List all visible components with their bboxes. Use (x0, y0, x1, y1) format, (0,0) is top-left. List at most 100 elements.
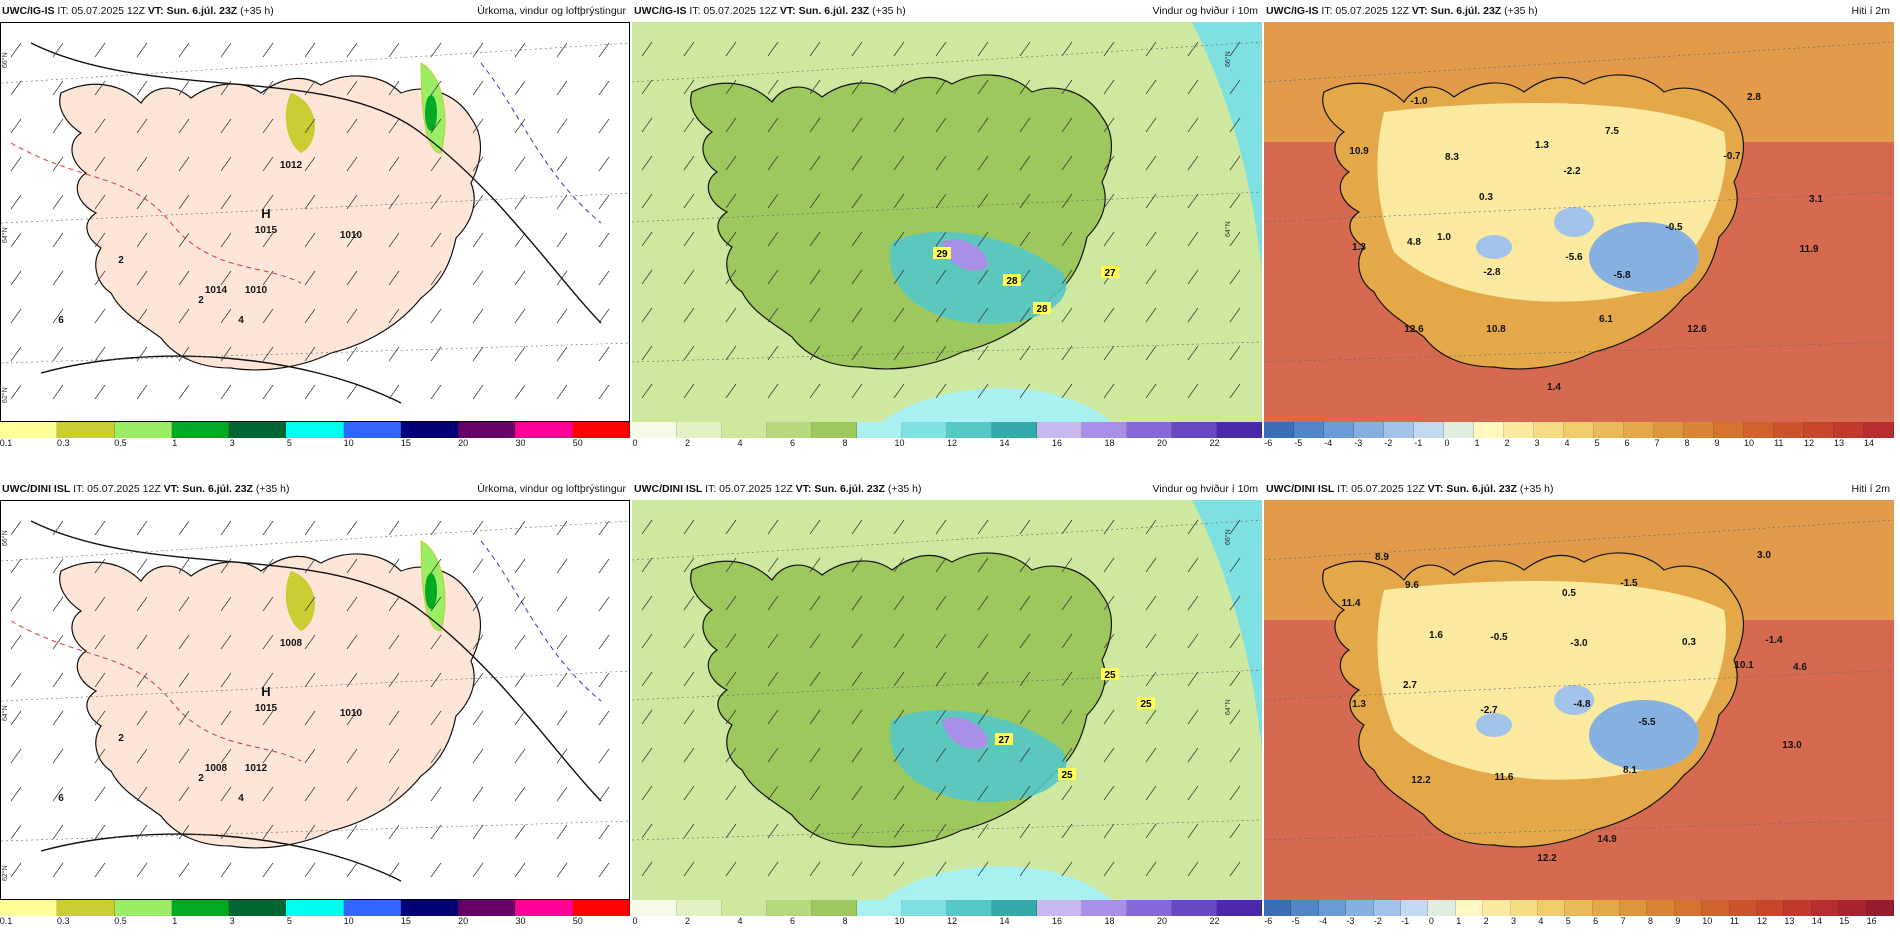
wind-arrow (472, 308, 484, 324)
wind-arrow (851, 231, 863, 247)
map-label: 1008 (205, 763, 228, 774)
wind-arrow (598, 384, 610, 400)
wind-arrow (1019, 595, 1031, 611)
wind-arrow (1019, 79, 1031, 95)
colorbar-tick-label: 30 (515, 438, 526, 448)
wind-arrow (725, 557, 737, 573)
wind-arrow (10, 80, 22, 96)
wind-arrow (1187, 557, 1199, 573)
wind-arrow (514, 308, 526, 324)
colorbar-tick-label: 15 (1839, 916, 1850, 926)
wind-arrow (598, 118, 610, 134)
valid-time-label: VT: (1411, 5, 1428, 17)
wind-arrow (52, 672, 64, 688)
wind-arrow (10, 824, 22, 840)
valid-time-label: VT: (147, 5, 164, 17)
wind-arrow (1145, 383, 1157, 399)
wind-arrow (1145, 155, 1157, 171)
wind-arrow (304, 346, 316, 362)
wind-arrow (809, 747, 821, 763)
wind-arrow (430, 308, 442, 324)
wind-arrow (556, 384, 568, 400)
wind-arrow (725, 79, 737, 95)
colorbar-swatch (767, 422, 812, 438)
wind-arrow (52, 862, 64, 878)
wind-arrow (1145, 79, 1157, 95)
lead-time: (+35 h) (1504, 5, 1538, 17)
colorbar-swatch (857, 422, 902, 438)
wind-arrow (556, 194, 568, 210)
wind-arrow (472, 156, 484, 172)
wind-arrow (556, 748, 568, 764)
wind-arrow (767, 383, 779, 399)
map-panel-ig-temp: UWC/IG-IS IT: 05.07.2025 12Z VT: Sun. 6.… (1264, 0, 1894, 455)
panel-header: UWC/DINI ISL IT: 05.07.2025 12Z VT: Sun.… (632, 478, 1262, 500)
wind-arrow (304, 558, 316, 574)
wind-arrow (1103, 557, 1115, 573)
wind-arrow (641, 383, 653, 399)
wind-arrow (472, 270, 484, 286)
wind-arrow (514, 80, 526, 96)
wind-arrow (10, 118, 22, 134)
graticule-line (632, 669, 1262, 701)
wind-arrow (1061, 345, 1073, 361)
map-label: 14.9 (1597, 834, 1617, 845)
map-label: 3.0 (1757, 550, 1771, 561)
wind-arrow (346, 118, 358, 134)
wind-arrow (598, 42, 610, 58)
map-panel-ig-wind: UWC/IG-IS IT: 05.07.2025 12Z VT: Sun. 6.… (632, 0, 1262, 455)
wind-arrow (1229, 193, 1241, 209)
wind-arrow (1145, 671, 1157, 687)
colorbar-swatch (722, 422, 767, 438)
colorbar-swatch (114, 900, 172, 916)
wind-arrow (977, 633, 989, 649)
graticule-line (1264, 519, 1894, 561)
map-svg: 29 28 28 27 66°N 64°N (632, 22, 1262, 422)
wind-arrow (1103, 117, 1115, 133)
wind-arrow (767, 41, 779, 57)
wind-arrow (851, 345, 863, 361)
wind-arrow (430, 672, 442, 688)
wind-arrow (725, 519, 737, 535)
wind-arrow (725, 193, 737, 209)
wind-arrow (1229, 747, 1241, 763)
wind-arrow (893, 193, 905, 209)
colorbar-swatch (677, 422, 722, 438)
wind-arrow (1019, 41, 1031, 57)
map-canvas: -1.0 2.8 10.9 8.3 1.3 7.5 -2.2 -0.7 0.3 3.1 1.0 -0.… (1264, 22, 1894, 422)
colorbar-swatch (1346, 900, 1374, 916)
colorbar (0, 422, 630, 438)
wind-arrow (262, 786, 274, 802)
wind-arrow (304, 824, 316, 840)
map-label: 4.6 (1793, 662, 1807, 673)
wind-arrow (136, 672, 148, 688)
wind-arrow (556, 80, 568, 96)
valid-time: Sun. 6.júl. 23Z (814, 483, 885, 495)
wind-arrow (472, 672, 484, 688)
wind-arrow (10, 232, 22, 248)
colorbar-swatch (515, 900, 573, 916)
wind-arrow (935, 41, 947, 57)
map-svg: 25 25 27 25 66°N 64°N (632, 500, 1262, 900)
colorbar-ticks: 0 2 4 6 8 10 12 14 16 18 20 22 (632, 438, 1262, 452)
wind-arrow (683, 117, 695, 133)
wind-arrow (388, 194, 400, 210)
wind-arrow (220, 672, 232, 688)
colorbar-swatch (1082, 900, 1127, 916)
wind-arrow (767, 557, 779, 573)
wind-arrow (683, 785, 695, 801)
wind-arrow (1145, 861, 1157, 877)
wind-zone-sea (1192, 22, 1262, 272)
wind-arrow (1061, 671, 1073, 687)
wind-arrow (346, 558, 358, 574)
wind-arrow (94, 42, 106, 58)
wind-arrow (1103, 633, 1115, 649)
wind-arrow (1019, 747, 1031, 763)
wind-arrow (935, 307, 947, 323)
wind-arrow (388, 710, 400, 726)
gust-max-box (1033, 302, 1051, 314)
wind-arrow (598, 596, 610, 612)
wind-arrow (977, 307, 989, 323)
graticule-line (1, 342, 629, 364)
wind-arrow (178, 346, 190, 362)
